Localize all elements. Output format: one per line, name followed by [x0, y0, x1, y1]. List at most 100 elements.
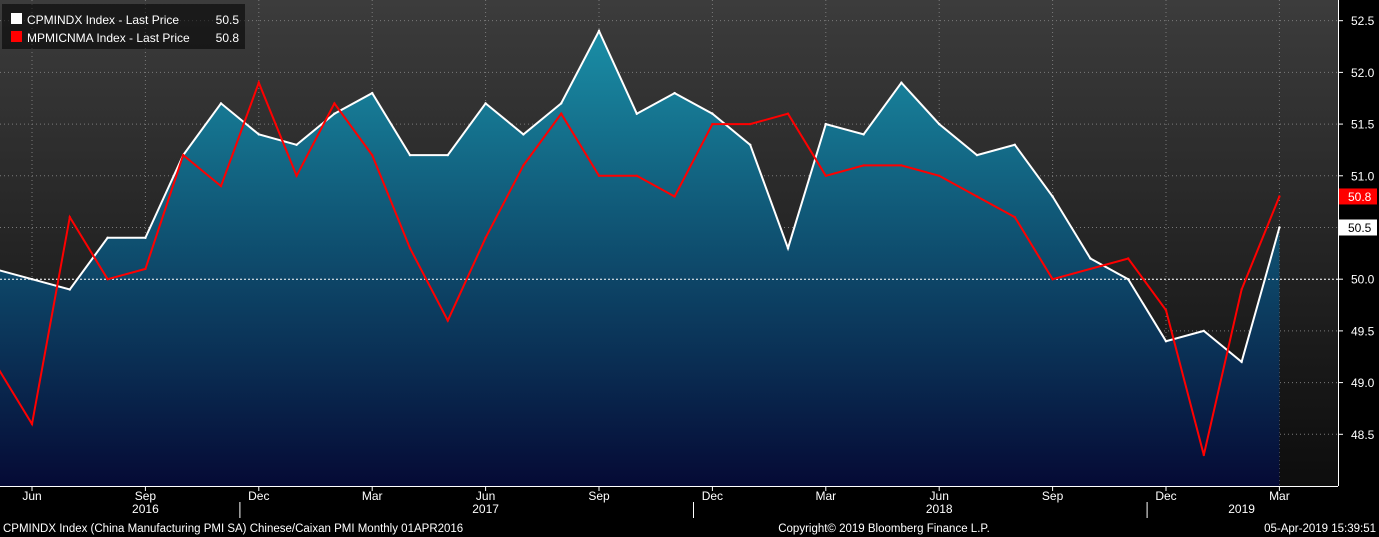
- series-area-fill: [0, 31, 1280, 486]
- y-tick-label-8: 52.5: [1351, 14, 1375, 28]
- point-mpmicnma-5: [144, 267, 147, 271]
- x-axis: Jun Sep Dec Mar Jun Sep Dec Mar Jun Sep Dec Mar 2016…: [0, 486, 1338, 518]
- point-mpmicnma-35: [1278, 195, 1281, 198]
- legend-label-cpmindx: CPMINDX Index - Last Price: [27, 13, 179, 27]
- point-mpmicnma-9: [295, 174, 298, 177]
- point-cpmindx-12: [408, 153, 412, 157]
- point-mpmicnma-32: [1164, 309, 1168, 312]
- last-value-box-0: [1339, 188, 1377, 205]
- legend-value-cpmindx: 50.5: [216, 13, 240, 27]
- point-cpmindx-18: [635, 112, 638, 115]
- y-tick-label-6: 51.5: [1351, 118, 1375, 132]
- point-mpmicnma-33: [1202, 453, 1206, 457]
- point-mpmicnma-24: [862, 164, 865, 167]
- last-value-labels: 50.8 50.5: [1339, 188, 1377, 236]
- year-label-2017: 2017: [472, 502, 499, 516]
- x-tick-label-7: Mar: [815, 489, 836, 503]
- point-mpmicnma-16: [560, 112, 563, 115]
- point-mpmicnma-15: [522, 164, 525, 167]
- series-line-cpmindx: [0, 28, 1281, 364]
- point-cpmindx-31: [1127, 278, 1130, 281]
- point-mpmicnma-22: [786, 112, 790, 115]
- x-tick-label-8: Jun: [930, 489, 949, 503]
- x-tick-label-6: Dec: [702, 489, 723, 503]
- point-cpmindx-3: [68, 288, 72, 291]
- point-cpmindx-27: [975, 153, 979, 157]
- footer-center: Copyright© 2019 Bloomberg Finance L.P.: [778, 523, 990, 535]
- point-mpmicnma-21: [749, 122, 752, 126]
- year-label-2016: 2016: [132, 502, 159, 516]
- point-mpmicnma-28: [1013, 215, 1016, 219]
- point-cpmindx-10: [333, 112, 336, 115]
- x-tick-label-10: Dec: [1155, 489, 1176, 503]
- point-cpmindx-22: [786, 247, 790, 250]
- point-mpmicnma-19: [673, 195, 676, 198]
- y-tick-label-3: 50.0: [1351, 273, 1375, 287]
- point-cpmindx-29: [1051, 195, 1054, 198]
- point-cpmindx-11: [371, 91, 374, 95]
- legend-swatch-white: [11, 13, 22, 24]
- point-cpmindx-17: [597, 29, 601, 33]
- point-cpmindx-28: [1013, 143, 1016, 146]
- point-mpmicnma-17: [597, 174, 601, 177]
- x-tick-label-4: Jun: [476, 489, 495, 503]
- point-cpmindx-16: [560, 102, 563, 105]
- point-cpmindx-32: [1164, 340, 1168, 343]
- last-value-box-1: [1339, 219, 1377, 236]
- x-tick-label-11: Mar: [1269, 489, 1290, 503]
- point-mpmicnma-18: [635, 174, 638, 177]
- year-label-2018: 2018: [926, 502, 953, 516]
- legend: CPMINDX Index - Last Price 50.5 MPMICNMA…: [2, 4, 245, 49]
- point-cpmindx-20: [711, 112, 714, 115]
- point-cpmindx-13: [446, 153, 449, 157]
- point-mpmicnma-23: [824, 174, 827, 177]
- y-tick-label-7: 52.0: [1351, 66, 1375, 80]
- point-cpmindx-9: [295, 143, 298, 146]
- y-axis: 48.5 49.0 49.5 50.0 50.5 51.0 51.5 52.0 52.5: [1338, 0, 1375, 486]
- point-cpmindx-23: [824, 122, 827, 126]
- legend-swatch-red: [11, 31, 22, 42]
- point-cpmindx-4: [106, 236, 109, 239]
- point-mpmicnma-20: [711, 122, 714, 126]
- point-cpmindx-2: [30, 278, 34, 281]
- y-tick-label-0: 48.5: [1351, 428, 1375, 442]
- point-mpmicnma-34: [1240, 288, 1243, 291]
- legend-label-mpmicnma: MPMICNMA Index - Last Price: [27, 31, 190, 45]
- point-mpmicnma-11: [371, 153, 374, 157]
- x-tick-label-0: Jun: [22, 489, 41, 503]
- point-mpmicnma-31: [1127, 257, 1130, 260]
- point-cpmindx-24: [862, 133, 865, 136]
- point-cpmindx-26: [938, 122, 941, 126]
- last-value-text-0: 50.8: [1348, 190, 1372, 204]
- point-cpmindx-33: [1202, 329, 1206, 333]
- y-tick-label-5: 51.0: [1351, 169, 1375, 183]
- point-mpmicnma-6: [182, 153, 185, 157]
- point-mpmicnma-13: [446, 319, 449, 322]
- point-mpmicnma-7: [219, 184, 223, 188]
- point-mpmicnma-10: [333, 102, 336, 105]
- y-tick-label-1: 49.0: [1351, 376, 1375, 390]
- year-label-2019: 2019: [1228, 502, 1255, 516]
- point-cpmindx-30: [1089, 257, 1092, 260]
- point-mpmicnma-27: [975, 195, 979, 198]
- point-mpmicnma-25: [900, 164, 903, 167]
- point-cpmindx-35: [1278, 226, 1281, 229]
- point-mpmicnma-30: [1089, 267, 1092, 271]
- point-mpmicnma-2: [30, 422, 34, 426]
- point-cpmindx-14: [484, 102, 487, 105]
- point-cpmindx-19: [673, 91, 676, 95]
- x-tick-label-3: Mar: [362, 489, 383, 503]
- point-mpmicnma-29: [1051, 278, 1054, 281]
- x-tick-label-5: Sep: [588, 489, 610, 503]
- point-cpmindx-34: [1240, 360, 1243, 364]
- point-mpmicnma-8: [257, 81, 260, 84]
- footer-right: 05-Apr-2019 15:39:51: [1264, 523, 1376, 535]
- line-layer: [0, 28, 1281, 457]
- point-cpmindx-21: [749, 143, 752, 146]
- point-mpmicnma-12: [408, 247, 412, 250]
- y-tick-label-2: 49.5: [1351, 324, 1375, 338]
- x-tick-label-2: Dec: [248, 489, 269, 503]
- point-mpmicnma-26: [938, 174, 941, 177]
- point-cpmindx-15: [522, 133, 525, 136]
